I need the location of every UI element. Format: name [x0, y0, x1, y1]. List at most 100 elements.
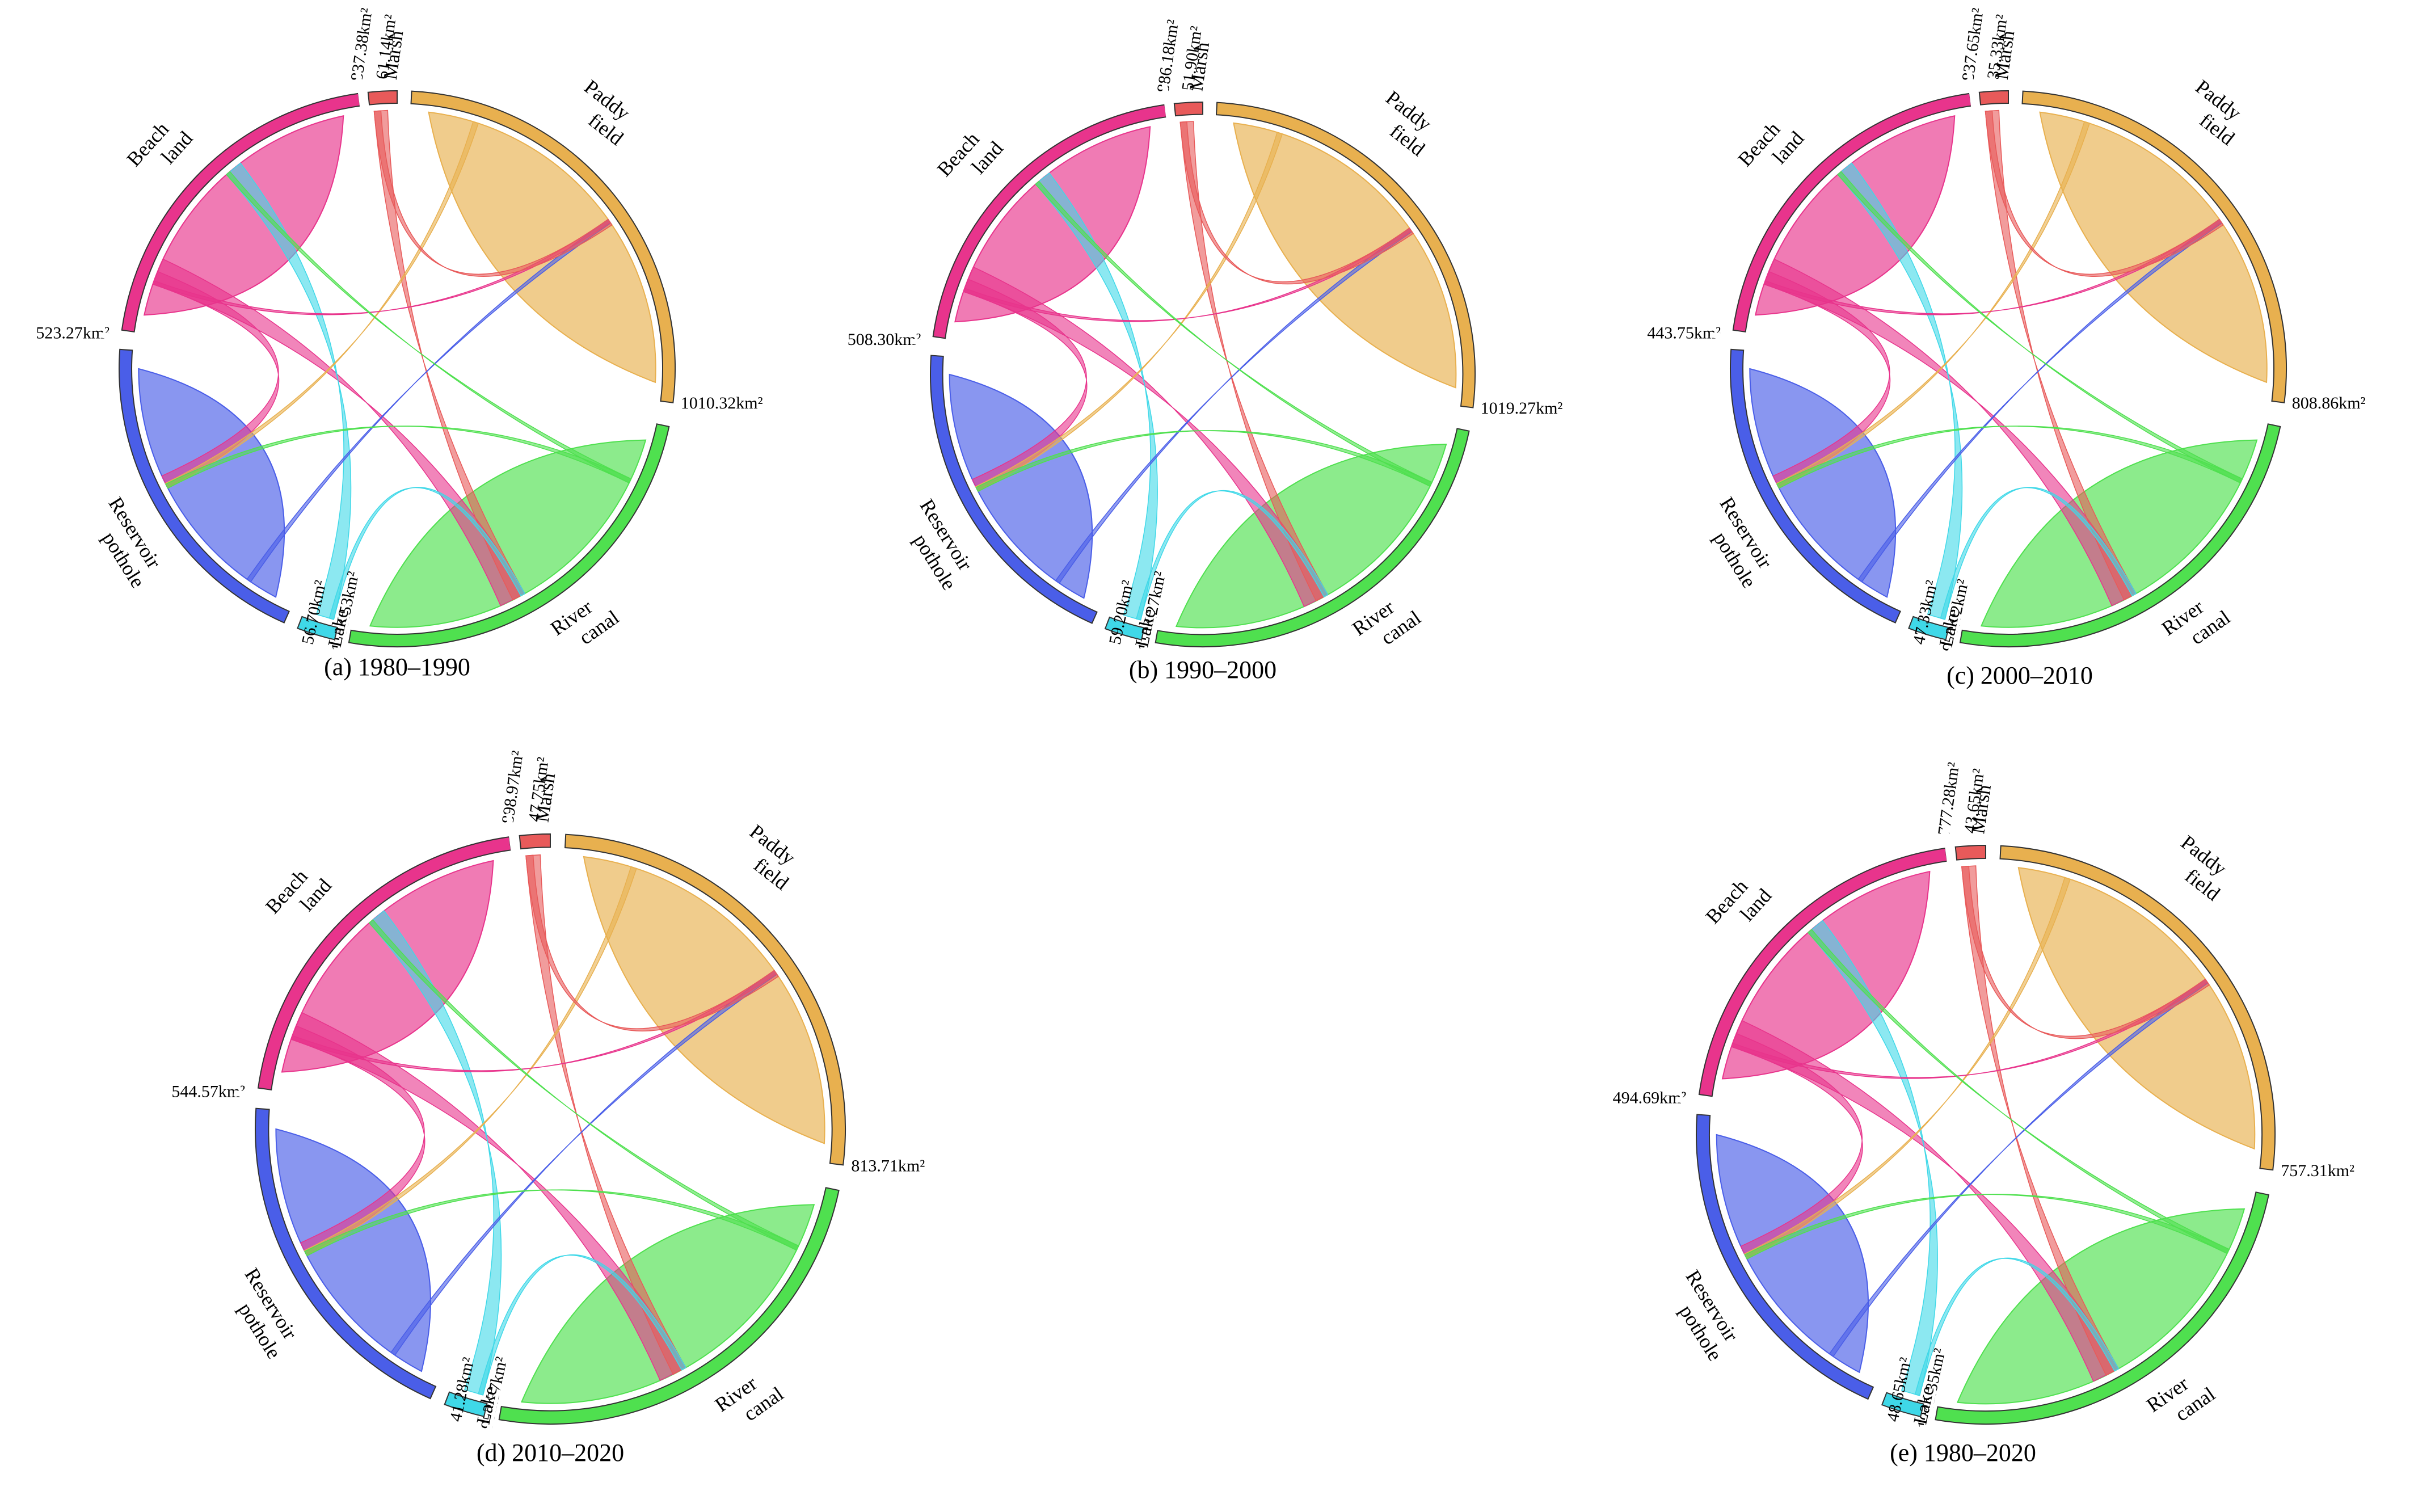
- chord-beach-to-reservoir: [1730, 1033, 1863, 1260]
- segment-gap: [1141, 614, 1157, 663]
- chord-marsh-to-paddy: [1179, 121, 1414, 285]
- ring-segment-lake: [444, 1391, 488, 1417]
- segment-gap: [1087, 600, 1112, 647]
- total-label-paddy: 813.71km²: [851, 1157, 925, 1176]
- chord-reservoir-to-reservoir: [138, 368, 285, 598]
- panel-caption: (d) 2010–2020: [477, 1439, 624, 1467]
- ring-segment-marsh: [519, 833, 551, 850]
- chord-beach-to-beach: [144, 115, 344, 316]
- chord-reservoir-to-reservoir: [1749, 368, 1897, 598]
- segment-gap: [505, 812, 519, 866]
- chord-beach-to-reservoir: [152, 271, 280, 489]
- chord-lake-to-river: [1914, 1257, 2120, 1396]
- ring-segment-paddy: [1999, 845, 2276, 1171]
- ring-segment-river: [1959, 423, 2281, 647]
- segment-gap: [1161, 82, 1174, 132]
- segment-gap: [1890, 599, 1915, 647]
- chord-marsh-to-paddy: [1985, 110, 2224, 277]
- chord-lake-to-beach: [1837, 162, 1963, 620]
- chord-river-to-river: [1956, 1208, 2246, 1405]
- chord-lake-to-river: [328, 487, 526, 620]
- segment-gap: [2012, 68, 2019, 119]
- chord-reservoir-to-reservoir: [275, 1128, 431, 1372]
- ring-segment-marsh: [1978, 90, 2009, 106]
- total-label-reservoir: 494.69km²: [1613, 1089, 1687, 1107]
- chord-paddy-to-reservoir: [165, 121, 479, 489]
- chord-marsh-to-paddy: [1961, 865, 2210, 1039]
- chord-lake-to-beach: [1035, 172, 1158, 621]
- chord-lake-to-beach: [226, 162, 352, 620]
- total-label-beach: 898.97km²: [498, 749, 527, 825]
- chord-links: [949, 121, 1457, 629]
- total-label-beach: 837.38km²: [347, 7, 376, 82]
- total-label-reservoir: 523.27km²: [36, 324, 109, 343]
- segment-gap: [279, 599, 304, 647]
- chord-paddy-to-paddy: [2017, 867, 2256, 1150]
- segment-gap: [1863, 1374, 1889, 1425]
- chord-marsh-to-paddy: [525, 854, 779, 1031]
- segment-gap: [425, 1373, 452, 1425]
- segment-gap: [1966, 70, 1979, 121]
- segment-gap: [1942, 824, 1955, 877]
- ring-segment-river: [1935, 1191, 2270, 1425]
- chord-lake-to-river: [1940, 487, 2137, 620]
- segment-gap: [1990, 822, 1997, 875]
- segment-gap: [1443, 416, 1493, 431]
- chord-beach-to-beach: [1755, 115, 1956, 316]
- chord-beach-to-beach: [281, 860, 494, 1073]
- ring-segment-lake: [1881, 1392, 1924, 1418]
- chord-links: [275, 854, 825, 1404]
- chord-river-to-reservoir: [1744, 1194, 2230, 1260]
- chord-reservoir-to-reservoir: [949, 373, 1093, 599]
- chord-river-to-reservoir: [304, 1189, 799, 1257]
- chord-river-to-beach: [1035, 180, 1433, 487]
- segment-gap: [401, 68, 408, 119]
- ring-segment-marsh: [1173, 101, 1203, 117]
- chord-paddy-to-paddy: [1233, 122, 1457, 389]
- ring-segment-paddy: [2021, 90, 2287, 403]
- ring-segment-lake: [1908, 616, 1949, 641]
- segment-gap: [98, 332, 149, 344]
- total-label-paddy: 808.86km²: [2292, 394, 2366, 412]
- chord-river-to-river: [1980, 439, 2258, 628]
- ring-segment-paddy: [410, 90, 676, 403]
- ring-segment-paddy: [1215, 102, 1476, 408]
- chord-panel-2: 808.86km²Paddyfield950.02km²Rivercanal47…: [1647, 7, 2365, 689]
- chord-beach-to-reservoir: [290, 1025, 425, 1257]
- chord-beach-to-beach: [954, 126, 1151, 323]
- total-label-paddy: 1019.27km²: [1481, 399, 1563, 418]
- chord-lake-to-river: [1136, 490, 1329, 621]
- panel-caption: (a) 1980–1990: [324, 653, 470, 681]
- segment-gap: [484, 1388, 500, 1442]
- ring-segment-paddy: [564, 833, 846, 1166]
- chord-river-to-reservoir: [1776, 426, 2243, 489]
- segment-gap: [642, 411, 693, 427]
- chord-paddy-to-reservoir: [1776, 121, 2091, 489]
- ring-segment-reservoir: [1695, 1114, 1874, 1400]
- segment-gap: [811, 1174, 865, 1190]
- chord-river-to-river: [369, 439, 647, 628]
- total-label-beach: 777.28km²: [1935, 761, 1964, 836]
- segment-gap: [1920, 1389, 1937, 1442]
- chord-river-to-reservoir: [975, 430, 1433, 492]
- total-label-reservoir: 443.75km²: [1647, 324, 1721, 343]
- ring-segment-reservoir: [119, 348, 290, 624]
- segment-gap: [1675, 1096, 1728, 1109]
- panel-caption: (b) 1990–2000: [1129, 656, 1276, 684]
- segment-gap: [355, 70, 368, 121]
- chord-river-to-river: [1175, 444, 1447, 629]
- total-label-reservoir: 508.30km²: [848, 330, 921, 349]
- ring-segment-lake: [1104, 616, 1145, 641]
- chord-river-to-river: [520, 1204, 815, 1404]
